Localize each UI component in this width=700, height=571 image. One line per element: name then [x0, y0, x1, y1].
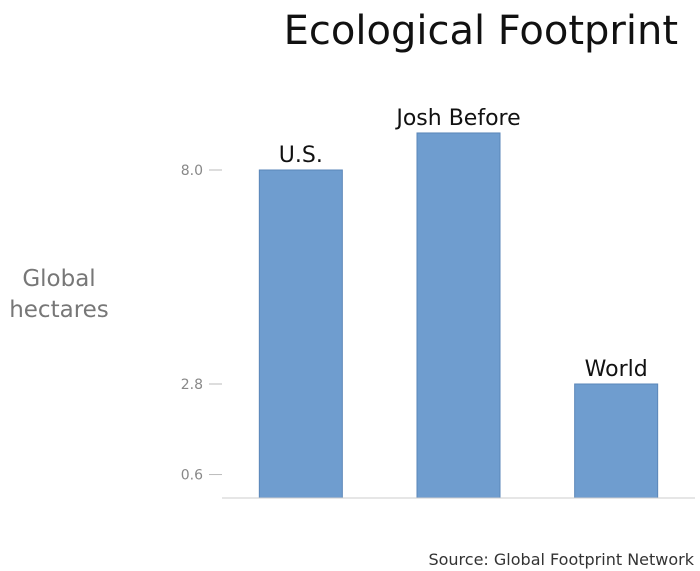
chart-title: Ecological Footprint [283, 8, 678, 54]
bar-josh-before [416, 132, 501, 499]
y-tick-label: 2.8 [181, 377, 203, 393]
y-axis-label: Global hectares [9, 266, 109, 323]
bar-labels: U.S. Josh Before World [279, 106, 648, 382]
bars [258, 132, 659, 499]
y-tick-label: 0.6 [181, 468, 203, 484]
bar-category-label: U.S. [279, 143, 323, 168]
y-axis-ticks: 0.6 2.8 8.0 [181, 163, 222, 484]
bar-category-label: World [585, 357, 648, 382]
bar-u-s [258, 169, 343, 499]
y-tick-label: 8.0 [181, 163, 203, 179]
source-note: Source: Global Footprint Network [428, 550, 694, 569]
bar-category-label: Josh Before [394, 106, 520, 131]
bar-world [574, 383, 659, 499]
